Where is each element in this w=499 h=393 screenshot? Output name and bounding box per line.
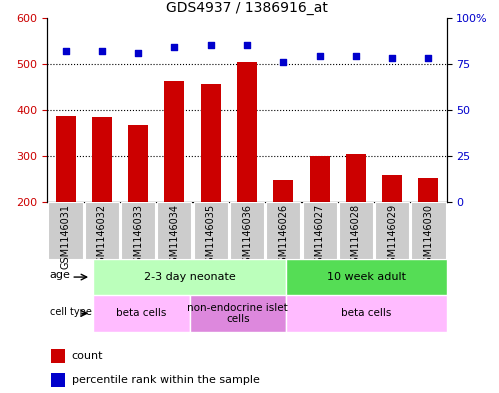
Point [279,59,287,65]
Bar [230,202,264,259]
Bar [237,62,257,202]
Bar [266,202,300,259]
Point [388,55,396,61]
Bar [157,202,192,259]
Text: count: count [72,351,103,361]
Text: 10 week adult: 10 week adult [327,272,406,282]
Bar [302,202,337,259]
Title: GDS4937 / 1386916_at: GDS4937 / 1386916_at [166,1,328,15]
Text: beta cells: beta cells [116,309,167,318]
Point [61,48,69,54]
Bar [128,125,148,202]
Text: GSM1146026: GSM1146026 [278,204,288,269]
Text: age: age [50,270,70,280]
Bar [194,202,228,259]
Point [171,44,179,50]
Bar [51,349,65,364]
Point [207,42,215,48]
Text: GSM1146031: GSM1146031 [60,204,70,269]
Point [243,42,251,48]
Bar [51,373,65,387]
Bar [339,202,373,259]
Bar [85,202,119,259]
Text: GSM1146033: GSM1146033 [133,204,143,269]
Bar [201,84,221,202]
Text: GSM1146028: GSM1146028 [351,204,361,269]
Point [425,55,433,61]
Point [98,48,106,54]
Bar [121,202,155,259]
Bar [309,156,329,202]
Bar [286,259,447,295]
Bar [92,117,112,202]
Text: GSM1146032: GSM1146032 [97,204,107,269]
Bar [411,202,446,259]
Bar [273,180,293,202]
Bar [382,174,402,202]
Bar [93,259,286,295]
Bar [346,154,366,202]
Text: beta cells: beta cells [341,309,392,318]
Text: GSM1146030: GSM1146030 [424,204,434,269]
Bar [375,202,409,259]
Text: non-endocrine islet
cells: non-endocrine islet cells [188,303,288,324]
Bar [286,295,447,332]
Text: 2-3 day neonate: 2-3 day neonate [144,272,236,282]
Text: GSM1146035: GSM1146035 [206,204,216,269]
Bar [419,178,439,202]
Bar [93,295,190,332]
Text: GSM1146027: GSM1146027 [314,204,324,269]
Text: cell type: cell type [50,307,92,316]
Text: percentile rank within the sample: percentile rank within the sample [72,375,260,385]
Point [352,53,360,60]
Text: GSM1146036: GSM1146036 [242,204,252,269]
Bar [48,202,83,259]
Bar [190,295,286,332]
Point [315,53,323,60]
Bar [165,81,185,202]
Text: GSM1146034: GSM1146034 [170,204,180,269]
Bar [55,116,75,202]
Text: GSM1146029: GSM1146029 [387,204,397,269]
Point [134,50,142,56]
